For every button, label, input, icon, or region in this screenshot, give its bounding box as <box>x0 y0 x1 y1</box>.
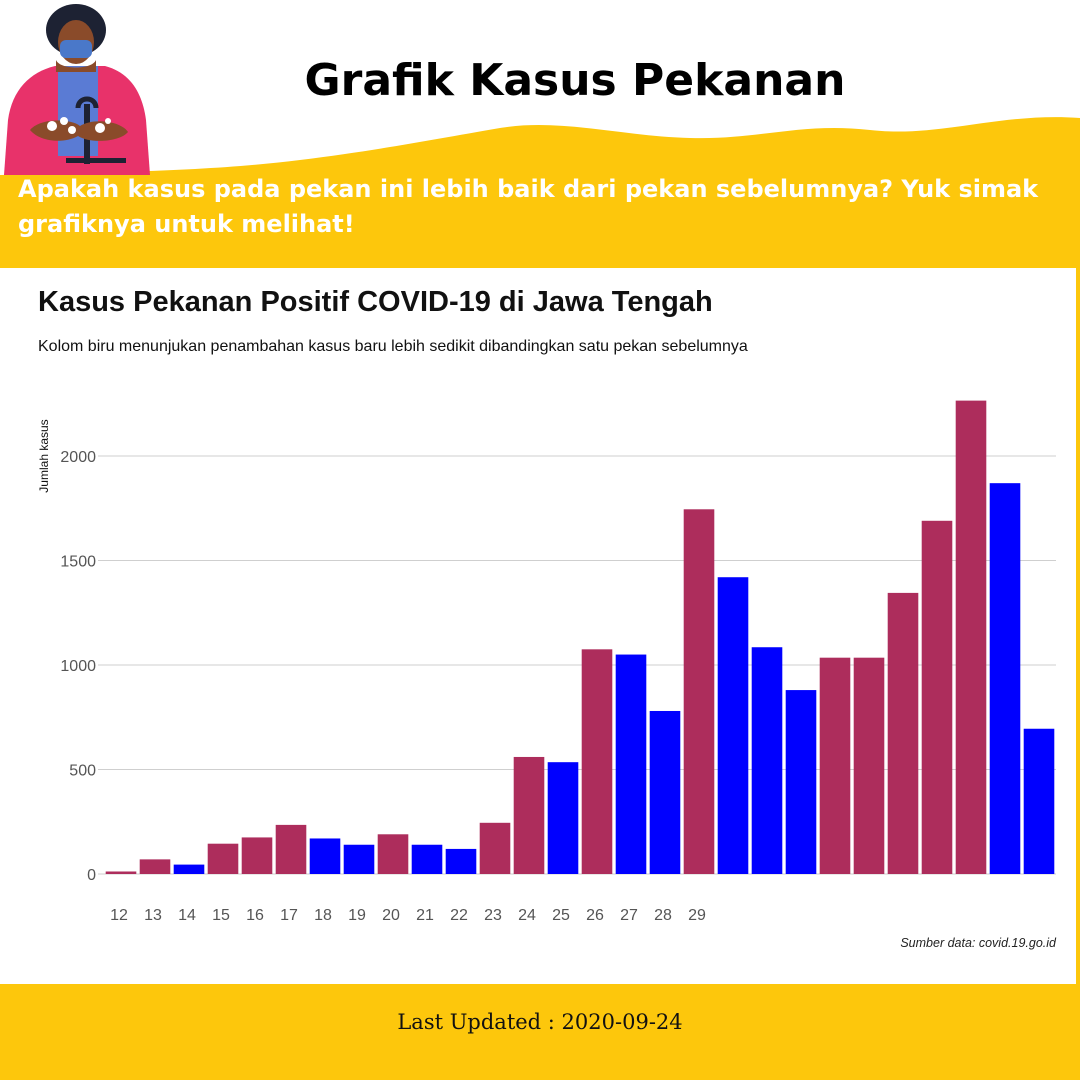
intro-text: Apakah kasus pada pekan ini lebih baik d… <box>18 175 1039 238</box>
x-tick-label: 28 <box>654 907 672 924</box>
x-tick-label: 15 <box>212 907 230 924</box>
x-tick-label: 16 <box>246 907 264 924</box>
x-tick-label: 19 <box>348 907 366 924</box>
x-tick-label: 13 <box>144 907 162 924</box>
x-tick-label: 21 <box>416 907 434 924</box>
x-tick-label: 18 <box>314 907 332 924</box>
bar <box>105 871 137 874</box>
bar <box>819 657 851 874</box>
bar <box>955 400 987 874</box>
bar <box>1023 728 1055 874</box>
x-tick-label: 25 <box>552 907 570 924</box>
bar <box>751 647 783 874</box>
last-updated: Last Updated : 2020-09-24 <box>397 1010 683 1034</box>
chart-subtitle: Kolom biru menunjukan penambahan kasus b… <box>38 338 748 355</box>
bar <box>173 864 205 874</box>
bar <box>649 710 681 874</box>
bar <box>309 838 341 874</box>
x-tick-label: 27 <box>620 907 638 924</box>
bar <box>853 657 885 874</box>
y-tick-label: 1500 <box>60 554 96 571</box>
header-wave <box>0 0 1080 175</box>
bar <box>445 848 477 874</box>
y-tick-label: 0 <box>87 867 96 884</box>
page-title: Grafik Kasus Pekanan <box>304 55 846 106</box>
bar <box>921 520 953 874</box>
bar <box>615 654 647 874</box>
bar <box>581 649 613 874</box>
chart-source: Sumber data: covid.19.go.id <box>900 936 1056 950</box>
bar <box>513 756 545 874</box>
x-tick-label: 20 <box>382 907 400 924</box>
bar <box>377 834 409 874</box>
bar <box>411 844 443 874</box>
bar <box>785 690 817 874</box>
x-tick-label: 22 <box>450 907 468 924</box>
bar <box>139 859 171 874</box>
x-tick-label: 24 <box>518 907 536 924</box>
bar <box>241 837 273 874</box>
bar <box>989 483 1021 874</box>
x-tick-label: 17 <box>280 907 298 924</box>
x-tick-label: 26 <box>586 907 604 924</box>
y-tick-label: 1000 <box>60 658 96 675</box>
y-tick-label: 2000 <box>60 449 96 466</box>
y-tick-label: 500 <box>69 763 96 780</box>
x-tick-label: 14 <box>178 907 196 924</box>
bar <box>717 577 749 874</box>
chart-title: Kasus Pekanan Positif COVID-19 di Jawa T… <box>38 286 713 318</box>
x-tick-label: 23 <box>484 907 502 924</box>
bar <box>887 592 919 874</box>
y-axis-label: Jumlah kasus <box>37 419 51 492</box>
bar <box>207 843 239 874</box>
x-tick-label: 12 <box>110 907 128 924</box>
bar <box>479 822 511 874</box>
x-tick-label: 29 <box>688 907 706 924</box>
bar <box>547 762 579 874</box>
avatar-illustration <box>4 4 150 175</box>
bar-chart: 0 500 1000 1500 2000 Jumlah kasus 12 13 14 15 16 17… <box>37 400 1056 924</box>
bar <box>343 844 375 874</box>
bar <box>683 509 715 874</box>
bar <box>275 824 307 874</box>
